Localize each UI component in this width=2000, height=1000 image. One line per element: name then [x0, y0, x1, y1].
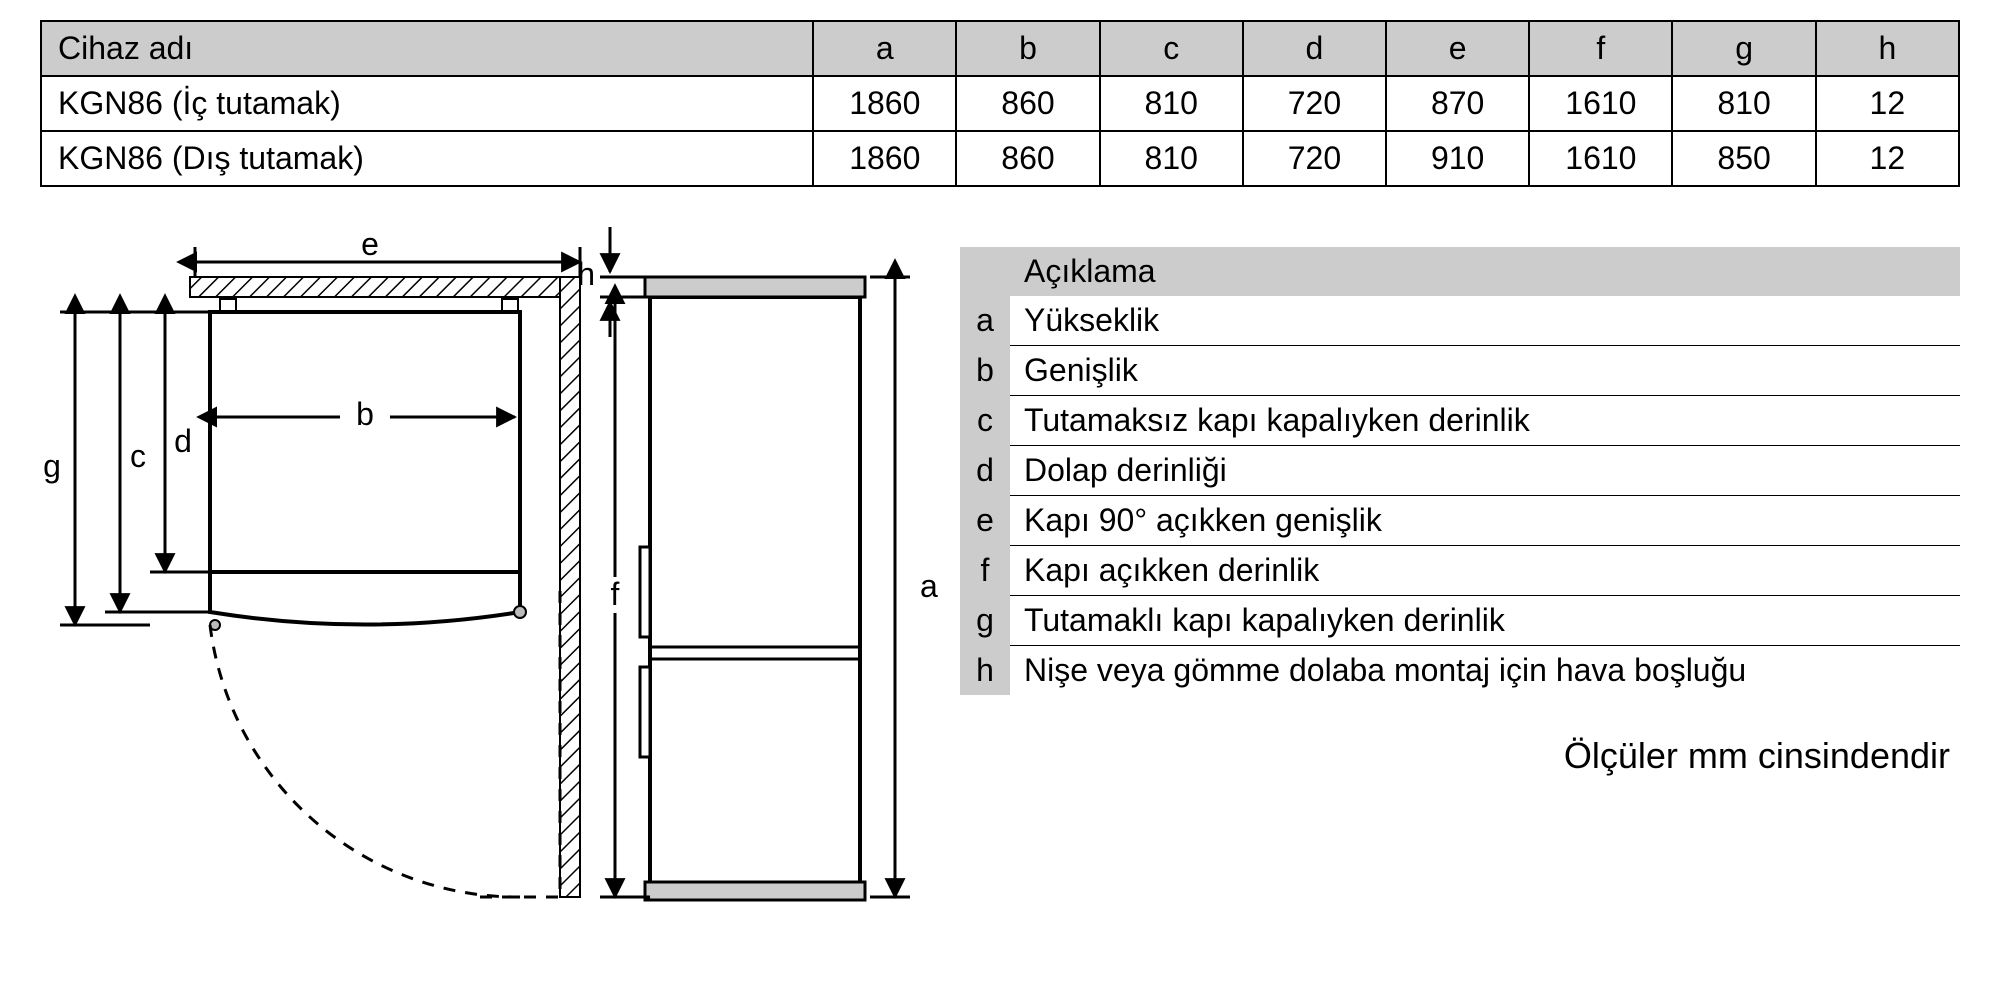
cell: 1860 — [813, 131, 956, 186]
table-header-f: f — [1529, 21, 1672, 76]
cell: 810 — [1100, 76, 1243, 131]
cell: 910 — [1386, 131, 1529, 186]
legend-desc: Tutamaksız kapı kapalıyken derinlik — [1010, 396, 1960, 446]
legend-desc: Genişlik — [1010, 346, 1960, 396]
cell: 12 — [1816, 131, 1959, 186]
cell: 1610 — [1529, 76, 1672, 131]
cell: 810 — [1100, 131, 1243, 186]
dim-label-g: g — [43, 448, 61, 484]
table-header-g: g — [1672, 21, 1815, 76]
row-name: KGN86 (Dış tutamak) — [41, 131, 813, 186]
front-view-drawing: h f a — [577, 227, 938, 900]
cell: 810 — [1672, 76, 1815, 131]
dim-label-b: b — [356, 396, 374, 432]
table-header-h: h — [1816, 21, 1959, 76]
table-header-c: c — [1100, 21, 1243, 76]
cell: 850 — [1672, 131, 1815, 186]
cell: 720 — [1243, 131, 1386, 186]
units-footnote: Ölçüler mm cinsindendir — [960, 735, 1960, 777]
dimension-diagram: e b g c d — [40, 217, 940, 917]
legend-header: Açıklama — [1010, 247, 1960, 296]
legend-table: Açıklama a Yükseklik b Genişlik c Tutama… — [960, 247, 1960, 695]
dim-label-c: c — [130, 438, 146, 474]
cell: 860 — [956, 131, 1099, 186]
cell: 12 — [1816, 76, 1959, 131]
cell: 1610 — [1529, 131, 1672, 186]
table-header-e: e — [1386, 21, 1529, 76]
cell: 860 — [956, 76, 1099, 131]
table-header-d: d — [1243, 21, 1386, 76]
legend-key: g — [960, 596, 1010, 646]
row-name: KGN86 (İç tutamak) — [41, 76, 813, 131]
legend-desc: Dolap derinliği — [1010, 446, 1960, 496]
legend-desc: Kapı açıkken derinlik — [1010, 546, 1960, 596]
legend-desc: Yükseklik — [1010, 296, 1960, 346]
cell: 1860 — [813, 76, 956, 131]
legend-key: h — [960, 646, 1010, 696]
dimensions-table: Cihaz adı a b c d e f g h KGN86 (İç tuta… — [40, 20, 1960, 187]
legend-desc: Kapı 90° açıkken genişlik — [1010, 496, 1960, 546]
table-header-name: Cihaz adı — [41, 21, 813, 76]
table-row: KGN86 (İç tutamak) 1860 860 810 720 870 … — [41, 76, 1959, 131]
cell: 720 — [1243, 76, 1386, 131]
legend-key: c — [960, 396, 1010, 446]
legend-key: b — [960, 346, 1010, 396]
legend-key: a — [960, 296, 1010, 346]
legend-desc: Nişe veya gömme dolaba montaj için hava … — [1010, 646, 1960, 696]
legend-desc: Tutamaklı kapı kapalıyken derinlik — [1010, 596, 1960, 646]
table-header-b: b — [956, 21, 1099, 76]
legend-key: e — [960, 496, 1010, 546]
dim-label-h: h — [577, 256, 595, 292]
dim-label-f: f — [611, 576, 620, 612]
legend-key: d — [960, 446, 1010, 496]
dim-label-a: a — [920, 568, 938, 604]
table-row: KGN86 (Dış tutamak) 1860 860 810 720 910… — [41, 131, 1959, 186]
cell: 870 — [1386, 76, 1529, 131]
top-view-drawing: e b g c d — [43, 226, 580, 897]
legend-header-key — [960, 247, 1010, 296]
dim-label-d: d — [174, 423, 192, 459]
legend-key: f — [960, 546, 1010, 596]
table-header-a: a — [813, 21, 956, 76]
dim-label-e: e — [361, 226, 379, 262]
